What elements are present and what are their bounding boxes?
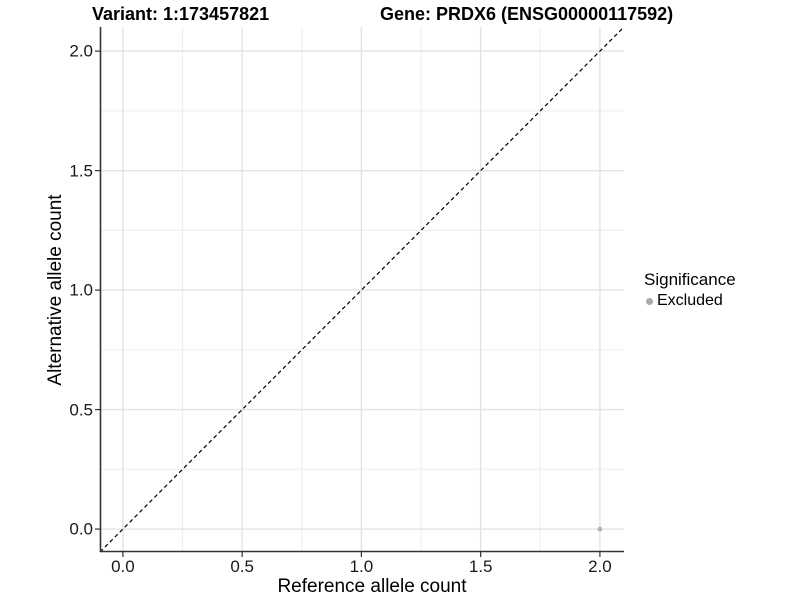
legend-key-circle-icon bbox=[646, 297, 653, 305]
plot-area bbox=[95, 26, 625, 557]
plot-title-variant: Variant: 1:173457821 bbox=[92, 4, 270, 24]
legend: Significance Excluded bbox=[644, 270, 736, 310]
y-axis-title: Alternative allele count bbox=[45, 194, 66, 386]
plot-panel bbox=[95, 26, 625, 557]
y-tick-label: 1.0 bbox=[69, 280, 93, 300]
y-tick-label: 2.0 bbox=[69, 41, 93, 61]
x-tick-label: 0.5 bbox=[230, 557, 254, 576]
x-axis-title: Reference allele count bbox=[277, 576, 467, 597]
data-point bbox=[597, 526, 603, 532]
legend-title: Significance bbox=[644, 270, 736, 289]
y-tick-label: 0.0 bbox=[69, 519, 93, 539]
legend-item-label: Excluded bbox=[657, 292, 723, 309]
legend-item: Excluded bbox=[644, 292, 736, 310]
legend-items: Excluded bbox=[644, 292, 736, 310]
x-tick-label: 1.5 bbox=[468, 557, 493, 576]
y-tick-label: 1.5 bbox=[69, 161, 93, 181]
identity-line bbox=[99, 26, 625, 553]
x-tick-label: 1.0 bbox=[349, 557, 374, 576]
x-tick-label: 2.0 bbox=[588, 557, 612, 576]
x-tick-label: 0.0 bbox=[111, 557, 135, 576]
y-tick-label: 0.5 bbox=[69, 400, 93, 420]
plot-title-gene: Gene: PRDX6 (ENSG00000117592) bbox=[380, 4, 674, 24]
